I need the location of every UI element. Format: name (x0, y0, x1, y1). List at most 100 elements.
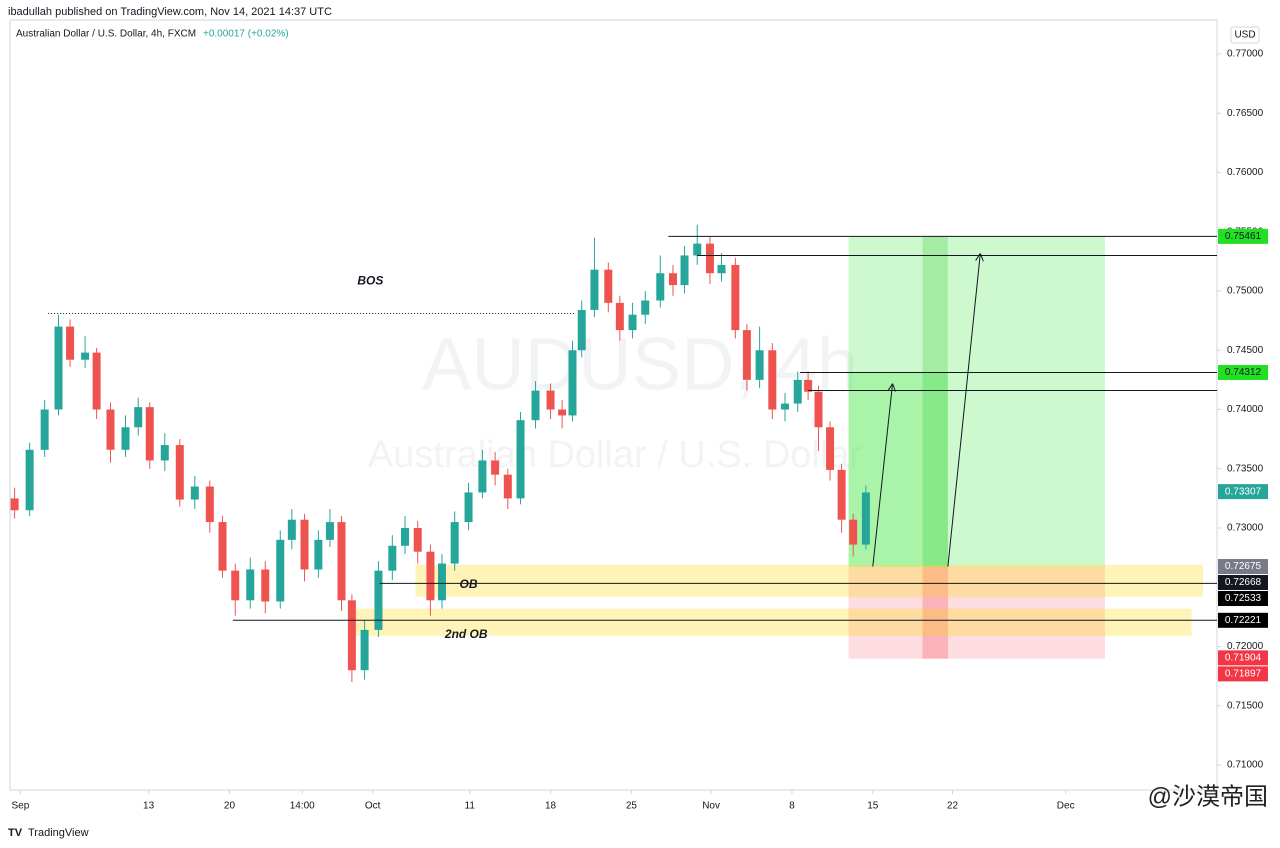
candle-body (668, 273, 677, 286)
candle-body (231, 570, 240, 601)
x-tick-label: 15 (867, 801, 879, 812)
candle-body (464, 492, 473, 523)
price-label-box (1218, 612, 1268, 628)
price-label-box (1218, 666, 1268, 682)
footer-brand: TradingView (28, 827, 89, 839)
candle-body (287, 519, 296, 540)
candle-body (503, 474, 512, 499)
candle-body (337, 522, 346, 601)
candle-body (175, 445, 184, 500)
y-tick-label: 0.72000 (1227, 641, 1264, 652)
y-tick-label: 0.76500 (1227, 108, 1264, 119)
credit: @沙漠帝国 (1148, 783, 1268, 810)
candle-body (705, 243, 714, 274)
candle-body (693, 243, 702, 256)
candle-body (491, 460, 500, 475)
candle-body (401, 528, 410, 546)
change-legend: +0.00017 (+0.02%) (203, 29, 289, 40)
candle-body (731, 264, 740, 331)
candle-body (347, 600, 356, 671)
currency[interactable]: USD (1234, 30, 1255, 41)
price-label: 0.72675 (1225, 561, 1262, 572)
candle-body (413, 528, 422, 552)
candle-body (246, 569, 255, 601)
y-tick-label: 0.73000 (1227, 523, 1264, 534)
candle-body (568, 350, 577, 416)
candle-body (793, 379, 802, 404)
candle-body (54, 326, 63, 410)
candle-body (861, 492, 870, 545)
candle-body (360, 629, 369, 671)
candle-body (106, 409, 115, 450)
x-tick-label: Sep (11, 801, 29, 812)
projection-arrow (947, 254, 980, 567)
x-tick-label: Oct (365, 801, 381, 812)
candle-body (742, 330, 751, 380)
zone (848, 566, 1105, 659)
y-tick-label: 0.73500 (1227, 463, 1264, 474)
footer-logo: TV (8, 827, 23, 839)
x-tick-label: 11 (465, 801, 476, 812)
candle-body (261, 569, 270, 602)
candle-body (40, 409, 49, 450)
candle-body (314, 539, 323, 570)
currency-box[interactable] (1230, 26, 1260, 44)
x-tick-label: Dec (1057, 801, 1075, 812)
zone (415, 564, 1204, 597)
x-tick-label: 14:00 (290, 801, 315, 812)
x-tick-label: 18 (545, 801, 557, 812)
x-tick-label: 25 (626, 801, 638, 812)
candle-body (121, 427, 130, 450)
candle-body (516, 420, 525, 499)
price-label-box (1218, 575, 1268, 591)
published-by: ibadullah published on TradingView.com, … (8, 6, 332, 18)
y-tick-label: 0.74500 (1227, 345, 1264, 356)
annotation: 2nd OB (444, 627, 488, 641)
watermark-name: Australian Dollar / U.S. Dollar (368, 434, 863, 476)
projection-arrow (872, 385, 893, 567)
symbol-legend: Australian Dollar / U.S. Dollar, 4h, FXC… (16, 29, 196, 40)
price-label: 0.71904 (1225, 653, 1262, 664)
candle-body (134, 407, 143, 428)
candle-body (615, 302, 624, 331)
candle-body (837, 469, 846, 520)
price-label-box (1218, 484, 1268, 500)
candle-body (426, 551, 435, 601)
y-tick-label: 0.75000 (1227, 286, 1264, 297)
candle-body (205, 486, 214, 523)
price-label: 0.71897 (1225, 669, 1262, 680)
candle-body (546, 390, 555, 410)
candle-body (190, 486, 199, 500)
price-label: 0.73307 (1225, 486, 1262, 497)
price-label: 0.72668 (1225, 577, 1262, 588)
candle-body (531, 390, 540, 421)
candle-body (66, 326, 75, 360)
candle-body (781, 403, 790, 410)
zone (922, 566, 948, 659)
candle-body (218, 522, 227, 571)
candle-body (325, 522, 334, 540)
candle-body (92, 352, 101, 410)
candle-body (849, 519, 858, 545)
candle-body (558, 409, 567, 416)
price-label-box (1218, 228, 1268, 244)
price-label-box (1218, 650, 1268, 666)
candle-body (680, 255, 689, 286)
candle-body (717, 264, 726, 274)
candle-body (577, 309, 586, 351)
y-tick-label: 0.71000 (1227, 760, 1264, 771)
candle-body (755, 350, 764, 380)
candle-body (437, 563, 446, 601)
candle-body (804, 379, 813, 392)
candle-body (604, 269, 613, 303)
candle-body (814, 391, 823, 428)
zone (348, 608, 1192, 636)
candle-body (81, 352, 90, 360)
price-label: 0.74312 (1225, 367, 1262, 378)
candle-body (374, 570, 383, 630)
zone (922, 236, 948, 567)
x-tick-label: 13 (143, 801, 155, 812)
x-tick-label: 20 (224, 801, 236, 812)
